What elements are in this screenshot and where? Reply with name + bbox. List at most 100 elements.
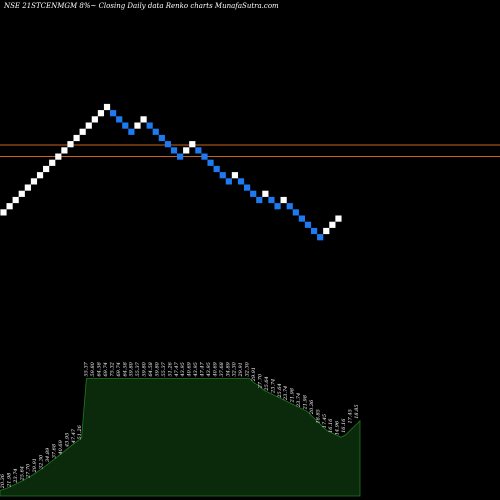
renko-brick-down [146, 122, 153, 129]
volume-label: 27.70 [257, 373, 263, 389]
renko-brick-down [116, 116, 123, 123]
renko-brick-down [292, 209, 299, 216]
renko-brick-down [244, 184, 251, 191]
volume-label: 25.64 [277, 383, 283, 398]
volume-label: 43.95 [206, 362, 212, 377]
renko-brick-down [128, 128, 135, 135]
renko-brick-down [152, 128, 159, 135]
volume-label: 40.69 [212, 361, 218, 377]
volume-label: 59.80 [154, 361, 160, 376]
volume-label: 69.74 [103, 362, 109, 376]
volume-label: 34.89 [45, 447, 51, 462]
volume-label: 64.58 [122, 362, 128, 376]
volume-area [0, 378, 361, 497]
volume-label: 14.96 [335, 420, 341, 435]
volume-labels: 20.36 21.98 23.74 25.64 27.70 29.91 32.30 34.89… [0, 361, 360, 489]
renko-brick-down [158, 134, 165, 142]
renko-brick-down [298, 215, 306, 222]
renko-brick-down [219, 172, 226, 179]
volume-label: 43.95 [193, 362, 199, 377]
volume-label: 21.98 [303, 395, 309, 410]
renko-brick-up [43, 165, 50, 173]
volume-label: 34.89 [225, 361, 231, 376]
volume-label: 64.58 [97, 362, 103, 376]
volume-label: 55.37 [84, 361, 90, 376]
renko-brick-down [177, 153, 184, 160]
renko-brick-up [55, 153, 62, 160]
renko-brick-up [61, 147, 68, 154]
renko-brick-down [317, 234, 324, 241]
volume-label: 32.30 [39, 454, 45, 469]
renko-brick-down [250, 190, 257, 197]
volume-label: 18.85 [315, 409, 321, 423]
renko-brick-up [335, 215, 342, 222]
renko-brick-down [213, 165, 220, 173]
volume-label: 32.30 [232, 361, 238, 376]
volume-label: 16.16 [341, 418, 347, 433]
volume-label: 25.64 [19, 466, 25, 481]
renko-brick-up [30, 178, 38, 185]
volume-label: 40.69 [187, 361, 193, 377]
renko-brick-up [18, 190, 25, 197]
volume-label: 17.45 [322, 414, 328, 428]
renko-brick-down [304, 221, 312, 228]
volume-shape [0, 378, 361, 497]
volume-label: 37.68 [219, 362, 225, 376]
volume-label: 51.26 [167, 361, 173, 376]
volume-label: 16.16 [328, 418, 334, 433]
volume-label: 40.69 [58, 439, 64, 455]
volume-label: 55.37 [135, 361, 141, 376]
volume-label: 29.91 [251, 367, 257, 382]
volume-label: 59.80 [90, 361, 96, 376]
volume-label: 59.80 [129, 361, 135, 376]
volume-label: 43.95 [180, 362, 186, 377]
volume-label: 47.47 [200, 361, 206, 377]
volume-label: 20.36 [0, 473, 6, 489]
volume-label: 37.68 [51, 444, 57, 458]
renko-brick-down [207, 159, 214, 166]
volume-label: 47.47 [174, 361, 180, 377]
renko-brick-up [183, 147, 190, 154]
renko-brick-down [237, 178, 245, 185]
renko-brick-down [195, 147, 202, 154]
volume-label: 55.37 [161, 361, 167, 376]
volume-label: 23.74 [13, 468, 19, 483]
volume-label: 47.47 [71, 428, 77, 444]
renko-brick-up [0, 209, 7, 216]
renko-brick-up [12, 196, 19, 204]
volume-label: 29.91 [32, 458, 38, 473]
volume-label: 27.70 [26, 463, 32, 479]
volume-label: 21.98 [290, 388, 296, 403]
reference-lines [0, 144, 500, 157]
volume-label: 43.95 [64, 433, 70, 448]
renko-brick-up [36, 172, 44, 179]
renko-brick-down [110, 110, 117, 117]
renko-brick-up [189, 141, 196, 148]
chart-title: NSE 21STCENMGM 8%~ Closing Daily data Re… [3, 2, 279, 10]
renko-brick-down [164, 141, 172, 148]
volume-label: 21.98 [6, 473, 12, 488]
renko-brick-down [256, 196, 263, 204]
renko-brick-up [97, 110, 105, 117]
renko-brick-up [6, 203, 13, 210]
renko-brick-up [103, 103, 111, 111]
volume-label: 32.30 [245, 361, 251, 376]
volume-label: 64.58 [148, 362, 154, 376]
renko-brick-down [170, 147, 178, 154]
renko-brick-up [323, 227, 330, 235]
volume-label: 59.80 [142, 361, 148, 376]
renko-brick-up [280, 196, 287, 204]
volume-label: 29.91 [238, 362, 244, 377]
renko-brick-up [134, 122, 141, 129]
renko-brick-down [268, 196, 275, 204]
renko-brick-up [49, 159, 56, 166]
renko-brick-down [225, 178, 232, 185]
volume-label: 69.74 [116, 362, 122, 376]
volume-label: 51.26 [77, 424, 83, 439]
renko-brick-up [67, 141, 74, 148]
volume-label: 17.45 [348, 409, 354, 423]
renko-brick-down [286, 203, 293, 210]
renko-brick-up [262, 190, 269, 197]
renko-brick-up [85, 122, 92, 129]
